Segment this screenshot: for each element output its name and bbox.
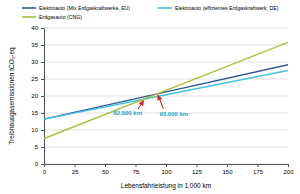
legend-swatch bbox=[158, 7, 172, 9]
tick-label: 10 bbox=[31, 127, 38, 133]
series-line bbox=[44, 65, 288, 119]
tick-label: 150 bbox=[222, 169, 233, 175]
annotation-label: 93.000 km bbox=[159, 111, 188, 117]
tick-label: 0 bbox=[43, 169, 47, 175]
grid-line bbox=[44, 147, 288, 148]
tick: 150 bbox=[222, 164, 233, 175]
chart-container: 0 25 50 75 100 125 150 175 200 0 5 10 15 20 25 30 35 40 Le… bbox=[0, 0, 300, 194]
tick: 30 bbox=[31, 59, 44, 65]
annotation-arrow bbox=[158, 95, 164, 109]
tick-mark bbox=[41, 28, 44, 29]
y-axis-title: Treibhausgasemissionen tCO₂-eq bbox=[8, 47, 16, 145]
legend-swatch bbox=[22, 7, 36, 9]
tick-label: 75 bbox=[133, 169, 140, 175]
tick: 35 bbox=[31, 42, 44, 48]
tick: 10 bbox=[31, 127, 44, 133]
tick-mark bbox=[41, 79, 44, 80]
tick-mark bbox=[41, 164, 44, 165]
legend-label: Elektroauto (Mix Erdgaskraftwerke, EU) bbox=[39, 5, 130, 11]
x-axis: 0 25 50 75 100 125 150 175 200 bbox=[43, 164, 294, 175]
legend-item: Erdgasauto (CNG) bbox=[22, 14, 82, 20]
annotation-label: 82.000 km bbox=[113, 110, 142, 116]
tick: 40 bbox=[31, 25, 44, 31]
tick-label: 25 bbox=[72, 169, 79, 175]
tick-mark bbox=[41, 96, 44, 97]
tick: 25 bbox=[31, 76, 44, 82]
tick-mark bbox=[288, 164, 289, 167]
tick: 15 bbox=[31, 110, 44, 116]
annotations: 93.000 km 82.000 km bbox=[113, 95, 188, 117]
chart-svg: 0 25 50 75 100 125 150 175 200 0 5 10 15 20 25 30 35 40 Le… bbox=[0, 0, 300, 194]
grid bbox=[44, 28, 288, 164]
legend-item: Elektroauto (Mix Erdgaskraftwerke, EU) bbox=[22, 5, 130, 11]
tick-mark bbox=[227, 164, 228, 167]
legend-swatch bbox=[22, 16, 36, 18]
tick-label: 30 bbox=[31, 59, 38, 65]
axis-line bbox=[44, 29, 45, 165]
tick: 100 bbox=[161, 164, 172, 175]
tick-label: 0 bbox=[35, 161, 39, 167]
grid-line bbox=[44, 62, 288, 63]
tick: 200 bbox=[283, 164, 294, 175]
legend-label: Elektroauto (effizientes Erdgaskraftwerk… bbox=[175, 5, 279, 11]
tick-label: 35 bbox=[31, 42, 38, 48]
tick-mark bbox=[105, 164, 106, 167]
tick: 0 bbox=[35, 161, 44, 167]
tick: 125 bbox=[192, 164, 203, 175]
grid-line bbox=[44, 79, 288, 80]
tick-mark bbox=[166, 164, 167, 167]
tick-label: 200 bbox=[283, 169, 294, 175]
series-line bbox=[44, 42, 288, 138]
tick-mark bbox=[41, 113, 44, 114]
legend: Elektroauto (Mix Erdgaskraftwerke, EU) El… bbox=[22, 5, 279, 20]
tick: 50 bbox=[102, 164, 109, 175]
tick-mark bbox=[197, 164, 198, 167]
tick-label: 175 bbox=[253, 169, 264, 175]
tick: 175 bbox=[253, 164, 264, 175]
grid-line bbox=[44, 28, 288, 29]
series-group bbox=[44, 42, 288, 138]
annotation-arrow bbox=[138, 101, 144, 110]
tick: 20 bbox=[31, 93, 44, 99]
series-line bbox=[44, 71, 288, 120]
plot: 0 25 50 75 100 125 150 175 200 0 5 10 15 20 25 30 35 40 bbox=[31, 25, 294, 175]
legend-label: Erdgasauto (CNG) bbox=[39, 14, 82, 20]
tick: 25 bbox=[72, 164, 79, 175]
tick-mark bbox=[41, 62, 44, 63]
grid-line bbox=[44, 96, 288, 97]
tick-label: 15 bbox=[31, 110, 38, 116]
tick-mark bbox=[258, 164, 259, 167]
tick: 75 bbox=[133, 164, 140, 175]
tick-mark bbox=[75, 164, 76, 167]
tick-label: 100 bbox=[161, 169, 172, 175]
legend-item: Elektroauto (effizientes Erdgaskraftwerk… bbox=[158, 5, 279, 11]
grid-line bbox=[44, 130, 288, 131]
tick-mark bbox=[136, 164, 137, 167]
tick-label: 125 bbox=[192, 169, 203, 175]
tick-label: 5 bbox=[35, 144, 39, 150]
tick-label: 20 bbox=[31, 93, 38, 99]
x-axis-title: Lebensfahrleistung in 1.000 km bbox=[121, 182, 211, 190]
tick: 0 bbox=[43, 164, 47, 175]
tick-label: 40 bbox=[31, 25, 38, 31]
tick-mark bbox=[41, 147, 44, 148]
tick-mark bbox=[41, 130, 44, 131]
grid-line bbox=[44, 45, 288, 46]
tick-label: 50 bbox=[102, 169, 109, 175]
tick-label: 25 bbox=[31, 76, 38, 82]
tick-mark bbox=[41, 45, 44, 46]
tick: 5 bbox=[35, 144, 44, 150]
y-axis: 0 5 10 15 20 25 30 35 40 bbox=[31, 25, 44, 167]
